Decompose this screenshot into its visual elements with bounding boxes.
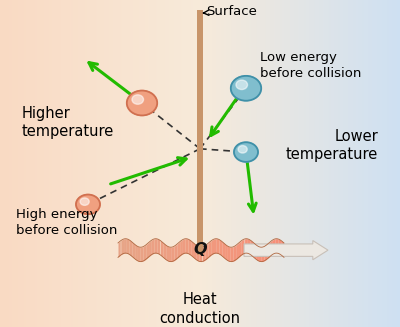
Text: Surface: Surface [203, 5, 258, 18]
Text: Lower
temperature: Lower temperature [286, 129, 378, 162]
Text: Heat
conduction: Heat conduction [160, 292, 240, 326]
Circle shape [127, 91, 157, 115]
Circle shape [236, 80, 248, 90]
Circle shape [234, 142, 258, 162]
Circle shape [80, 198, 89, 205]
FancyArrow shape [244, 241, 328, 260]
Circle shape [76, 195, 100, 214]
Text: Low energy
before collision: Low energy before collision [260, 51, 361, 80]
Text: Q: Q [193, 242, 207, 257]
Bar [197, 10, 203, 255]
Circle shape [238, 146, 247, 153]
Circle shape [231, 76, 261, 101]
Text: Higher
temperature: Higher temperature [22, 106, 114, 139]
Text: High energy
before collision: High energy before collision [16, 208, 117, 237]
Circle shape [132, 95, 144, 104]
